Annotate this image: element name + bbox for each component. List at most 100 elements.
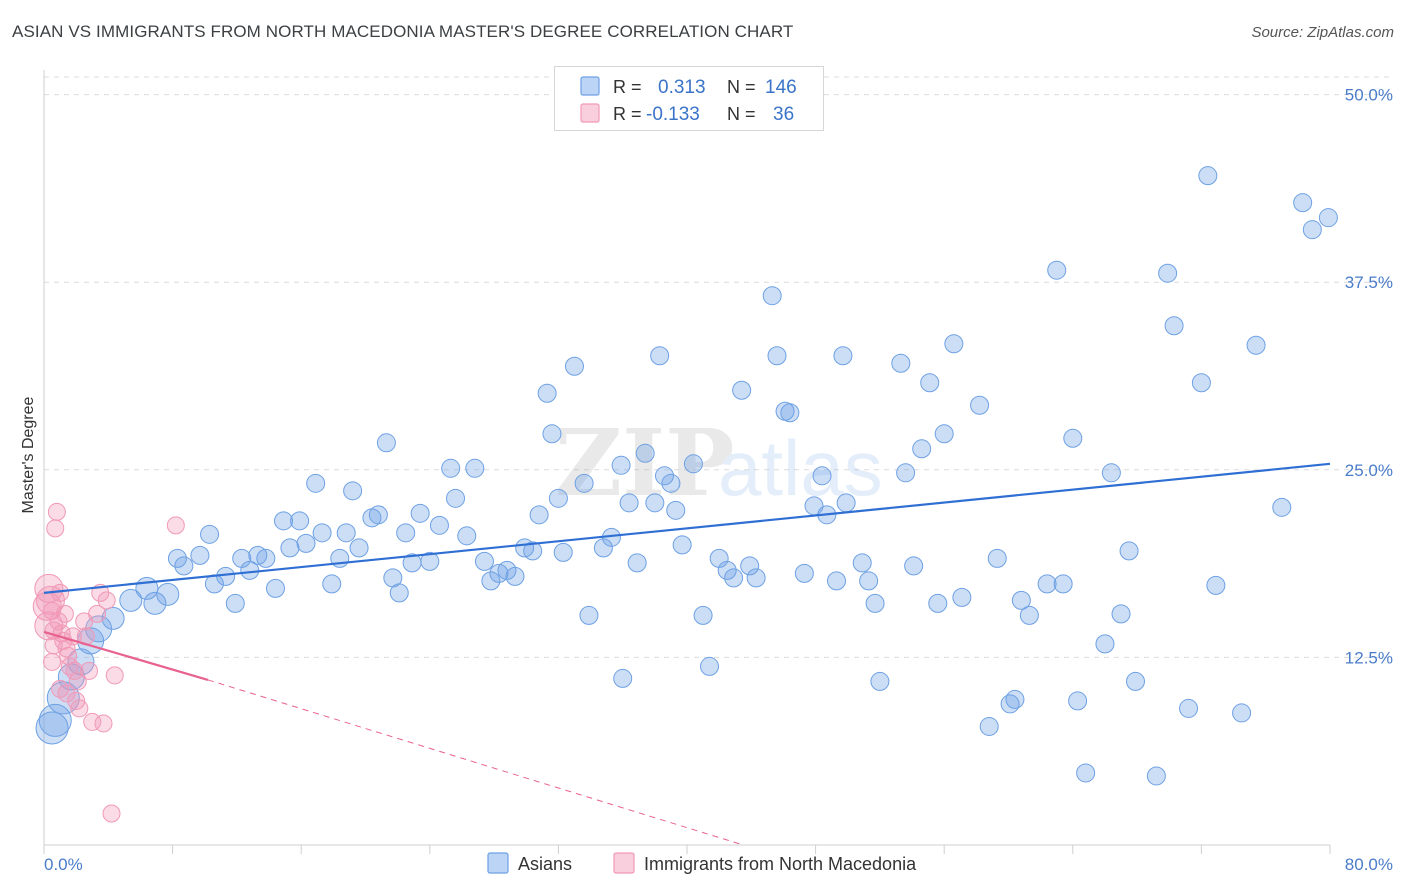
- x-ticks: [43, 845, 1331, 854]
- asian-point: [274, 511, 294, 531]
- asian-point: [1037, 574, 1057, 594]
- legend-n-label-1: N =: [727, 104, 756, 124]
- asian-point: [654, 466, 674, 486]
- asian-point: [724, 568, 744, 588]
- legend-n-value-0: 146: [765, 77, 797, 98]
- y-tick-label-2: 37.5%: [1345, 273, 1393, 292]
- asian-point: [322, 574, 342, 594]
- asian-point: [870, 671, 890, 691]
- asian-point: [1019, 605, 1039, 625]
- macedonia-point: [94, 714, 113, 733]
- asian-point: [396, 523, 416, 543]
- macedonia-point: [105, 666, 124, 685]
- asian-point: [979, 716, 999, 736]
- correlation-legend: R = 0.313 N = 146 R = -0.133 N = 36: [554, 66, 824, 131]
- asian-point: [441, 458, 461, 478]
- asian-point: [1095, 634, 1115, 654]
- asian-point: [896, 463, 916, 483]
- asian-point: [780, 403, 800, 423]
- asian-point: [891, 353, 911, 373]
- asian-point: [119, 588, 143, 612]
- asian-point: [1179, 698, 1199, 718]
- asian-point: [1293, 193, 1313, 213]
- asian-point: [1302, 220, 1322, 240]
- macedonia-point: [34, 611, 64, 641]
- macedonia-trend-extension: [207, 679, 744, 846]
- asian-point: [349, 538, 369, 558]
- asian-point: [256, 548, 276, 568]
- asian-point: [650, 346, 670, 366]
- asian-point: [833, 346, 853, 366]
- asian-point: [717, 560, 737, 580]
- asian-point: [523, 541, 543, 561]
- asian-point: [336, 523, 356, 543]
- asian-point: [859, 571, 879, 591]
- macedonia-point: [102, 804, 121, 823]
- macedonia-point: [43, 652, 62, 671]
- asian-point: [666, 500, 686, 520]
- y-tick-labels: 12.5% 25.0% 37.5% 50.0%: [1345, 86, 1393, 668]
- macedonia-point: [65, 661, 84, 680]
- macedonia-point: [83, 712, 102, 731]
- macedonia-point: [44, 636, 63, 655]
- asian-point: [635, 443, 655, 463]
- asian-point: [693, 605, 713, 625]
- asian-point: [645, 493, 665, 513]
- macedonia-point: [97, 591, 116, 610]
- asian-point: [474, 551, 494, 571]
- asian-point: [167, 548, 187, 568]
- asian-point: [1111, 604, 1131, 624]
- asian-point: [143, 591, 167, 615]
- asian-point: [740, 556, 760, 576]
- asian-point: [934, 424, 954, 444]
- asian-point: [1158, 263, 1178, 283]
- asian-point: [312, 523, 332, 543]
- asian-point: [343, 481, 363, 501]
- asian-point: [420, 551, 440, 571]
- legend-r-label-0: R =: [613, 77, 642, 97]
- asian-point: [672, 535, 692, 555]
- source-label: Source: ZipAtlas.com: [1251, 24, 1394, 41]
- asian-point: [1246, 335, 1266, 355]
- y-axis-label: Master's Degree: [20, 396, 37, 513]
- asian-point: [865, 593, 885, 613]
- asian-point: [101, 606, 125, 630]
- asian-point: [574, 473, 594, 493]
- asian-point: [457, 526, 477, 546]
- asian-point: [746, 568, 766, 588]
- asian-point: [564, 356, 584, 376]
- asian-point: [1053, 574, 1073, 594]
- asian-point: [920, 373, 940, 393]
- asian-point: [1198, 166, 1218, 186]
- y-tick-label-1: 25.0%: [1345, 461, 1393, 480]
- watermark-atlas: atlas: [718, 424, 883, 512]
- asian-point: [812, 466, 832, 486]
- asian-point: [376, 433, 396, 453]
- asian-point: [1191, 373, 1211, 393]
- legend-r-value-1: -0.133: [646, 104, 700, 125]
- asian-point: [970, 395, 990, 415]
- asian-points: [35, 166, 1338, 786]
- asian-point: [465, 458, 485, 478]
- asian-point: [613, 668, 633, 688]
- asian-point: [700, 656, 720, 676]
- bottom-legend: Asians Immigrants from North Macedonia: [487, 852, 917, 874]
- asian-point: [1119, 541, 1139, 561]
- asian-point: [904, 556, 924, 576]
- asian-point: [174, 556, 194, 576]
- asian-point: [767, 346, 787, 366]
- asian-point: [368, 505, 388, 525]
- legend-n-label-0: N =: [727, 77, 756, 97]
- macedonia-points: [32, 502, 185, 823]
- asian-point: [1076, 763, 1096, 783]
- asian-point: [1146, 766, 1166, 786]
- asian-point: [200, 524, 220, 544]
- macedonia-point: [88, 604, 107, 623]
- macedonia-point: [47, 502, 66, 521]
- legend-swatch-asian-top: [580, 76, 600, 96]
- asian-point: [265, 578, 285, 598]
- asian-point: [1063, 428, 1083, 448]
- asian-point: [156, 582, 180, 606]
- macedonia-point: [68, 672, 87, 691]
